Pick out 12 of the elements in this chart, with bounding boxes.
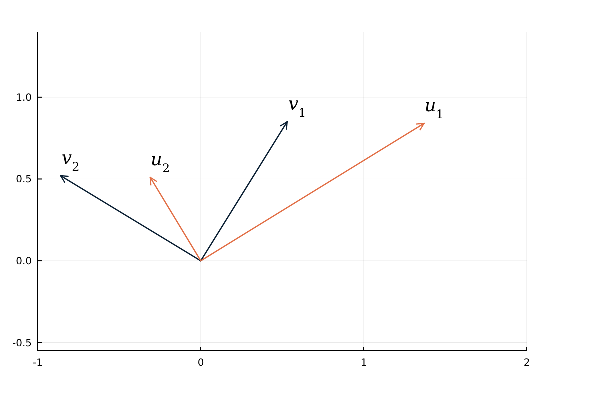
series-label: v$_{2}$ — [62, 148, 80, 174]
y-tick-label: -0.5 — [12, 338, 32, 350]
series-label: u$_{1}$ — [424, 96, 444, 122]
x-tick-label: 2 — [524, 358, 530, 369]
y-tick-label: 1.0 — [16, 92, 32, 104]
x-tick-label: -1 — [33, 358, 43, 369]
y-tick-label: 0.5 — [16, 174, 32, 186]
x-tick-label: 0 — [198, 358, 204, 369]
y-tick-label: 0.0 — [16, 256, 32, 268]
x-tick-label: 1 — [360, 358, 368, 369]
series-label: u$_{2}$ — [150, 150, 170, 176]
series-label: v$_{1}$ — [288, 94, 306, 120]
